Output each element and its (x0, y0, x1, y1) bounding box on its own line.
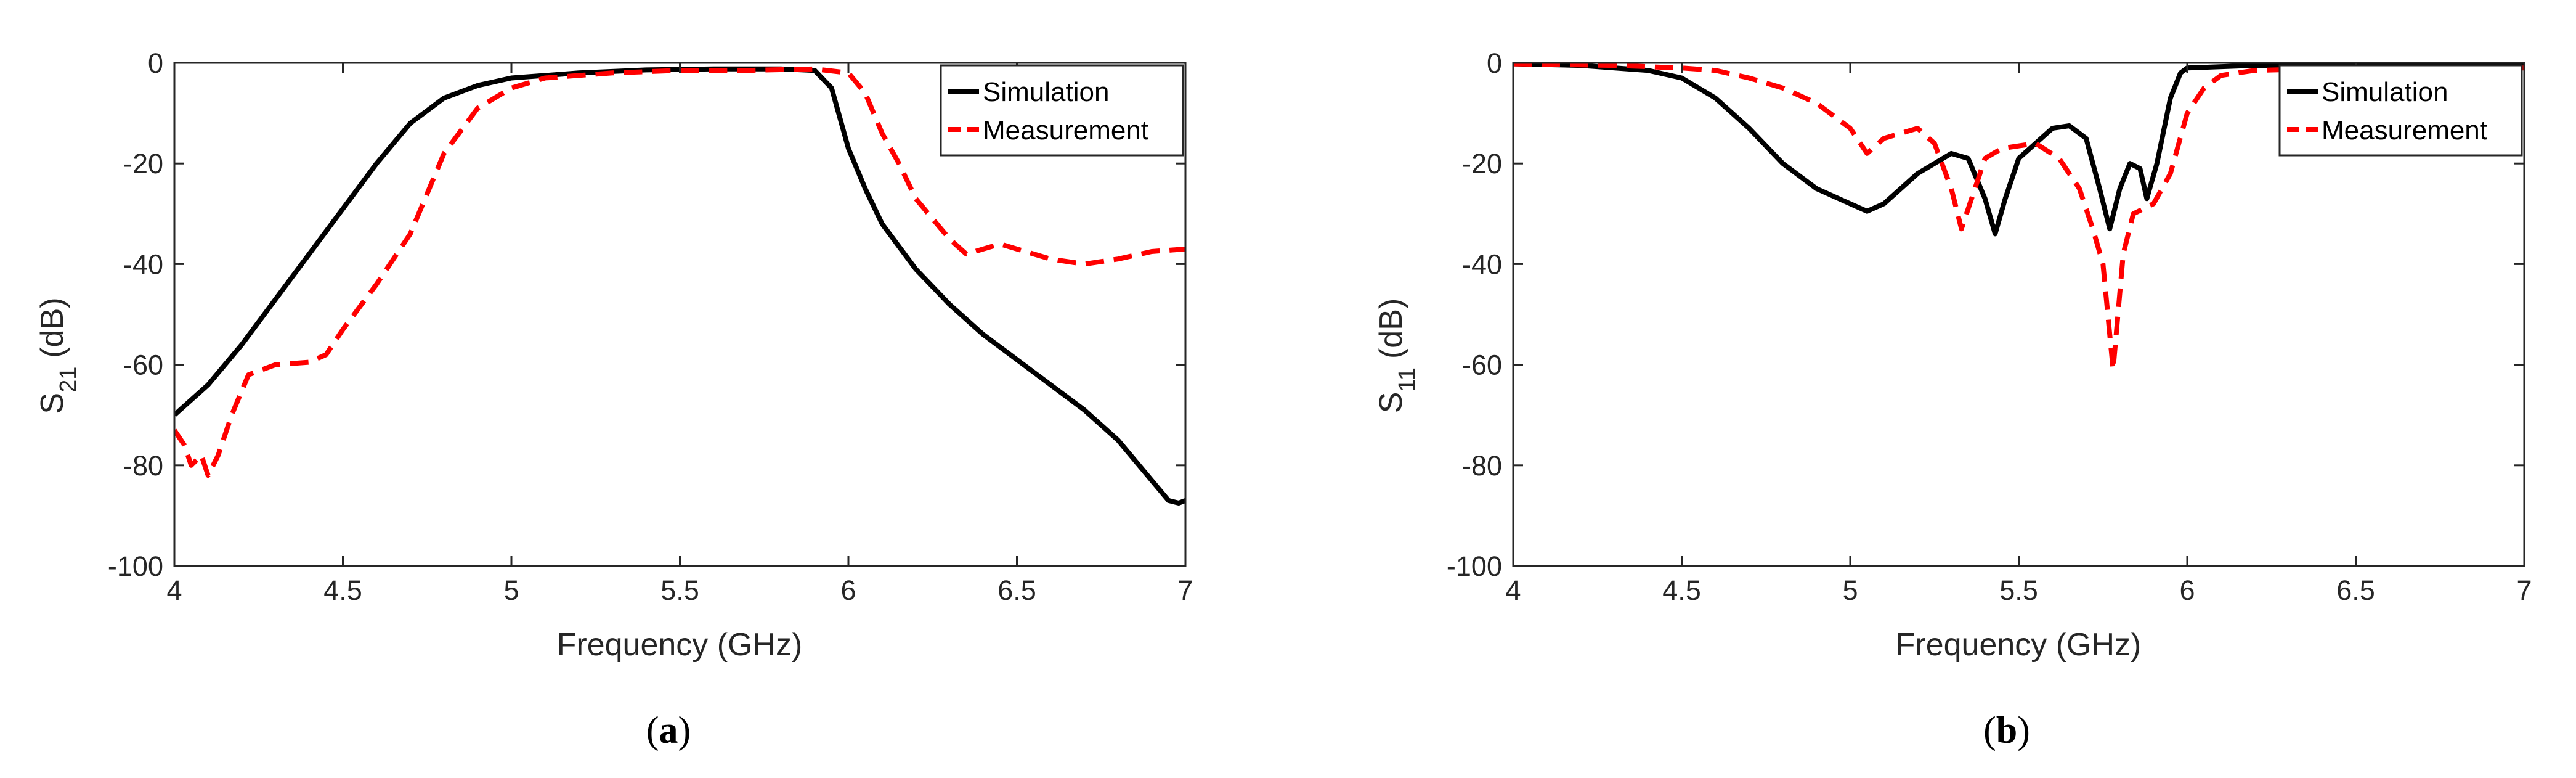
panel-a-ytick-label: -40 (123, 248, 163, 280)
panel-a-xtick-label: 4.5 (323, 575, 362, 606)
panel-a-ytick-label: -100 (108, 551, 163, 582)
panel-a-legend (940, 64, 1184, 157)
panel-a-ytick-label: -60 (123, 350, 163, 381)
panel-a-ylabel-main: S (35, 393, 70, 414)
panel-a-legend-label-measurement: Measurement (983, 115, 1148, 145)
panel-b-xtick-label: 5.5 (1999, 575, 2038, 606)
panel-b-ytick-label: -100 (1447, 551, 1502, 582)
panel-b-ytick-label: -60 (1462, 350, 1502, 381)
panel-b-caption: (b) (1983, 710, 2030, 751)
panel-b-xlabel: Frequency (GHz) (1896, 627, 2142, 663)
panel-b-xtick-label: 4.5 (1662, 575, 1701, 606)
panel-a-ylabel: S21 (dB) (35, 297, 81, 414)
panel-a-xtick-label: 4 (166, 575, 182, 606)
panel-b-ytick-label: -40 (1462, 248, 1502, 280)
panel-a-caption: (a) (646, 710, 691, 751)
panel-a-ylabel-unit: (dB) (35, 297, 70, 358)
panel-b-caption-letter: b (1996, 710, 2017, 751)
panel-a-ylabel-sub: 21 (55, 367, 81, 393)
panel-a: S21 (dB) Frequency (GHz) (a) 4 4.5 5 5.5 6 6.5… (35, 47, 1193, 751)
panel-a-xtick-label: 5.5 (660, 575, 699, 606)
panel-b-xtick-label: 4 (1505, 575, 1521, 606)
panel-b-series-measurement-line (1513, 63, 2524, 372)
panel-b-legend-label-measurement: Measurement (2322, 115, 2487, 145)
panel-b-legend-label-simulation: Simulation (2322, 77, 2448, 107)
panel-a-series-measurement-line (174, 66, 1185, 478)
panel-b-xtick-label: 7 (2516, 575, 2532, 606)
panel-b-xtick-label: 6 (2179, 575, 2195, 606)
panel-b-xtick-label: 6.5 (2336, 575, 2375, 606)
panel-b-xtick-label: 5 (1842, 575, 1858, 606)
panel-b-ylabel: S11 (dB) (1373, 298, 1420, 413)
panel-a-legend-label-simulation: Simulation (983, 77, 1109, 107)
panel-a-series-simulation-line (174, 66, 1185, 506)
panel-a-xlabel: Frequency (GHz) (557, 627, 803, 663)
panel-a-ytick-label: -20 (123, 148, 163, 179)
panel-a-xtick-label: 7 (1177, 575, 1193, 606)
panel-a-ytick-label: -80 (123, 450, 163, 481)
panel-a-xtick-label: 6 (840, 575, 856, 606)
panel-b-ytick-label: -80 (1462, 450, 1502, 481)
panel-b-series-simulation-line (1513, 63, 2524, 237)
panel-b-ylabel-main: S (1373, 392, 1409, 414)
panel-b-ytick-label: 0 (1487, 47, 1502, 79)
panel-b-ytick-label: -20 (1462, 148, 1502, 179)
panel-a-caption-letter: a (659, 710, 678, 751)
panel-b: S11 (dB) Frequency (GHz) (b) 4 4.5 5 5.5 6 6.5… (1373, 47, 2532, 751)
panel-b-ylabel-sub: 11 (1394, 367, 1420, 391)
panel-a-xtick-label: 6.5 (997, 575, 1036, 606)
panel-b-ylabel-unit: (dB) (1373, 298, 1409, 359)
panel-a-ytick-label: 0 (148, 47, 163, 79)
panel-a-xtick-label: 5 (503, 575, 519, 606)
panel-b-legend (2278, 64, 2523, 157)
